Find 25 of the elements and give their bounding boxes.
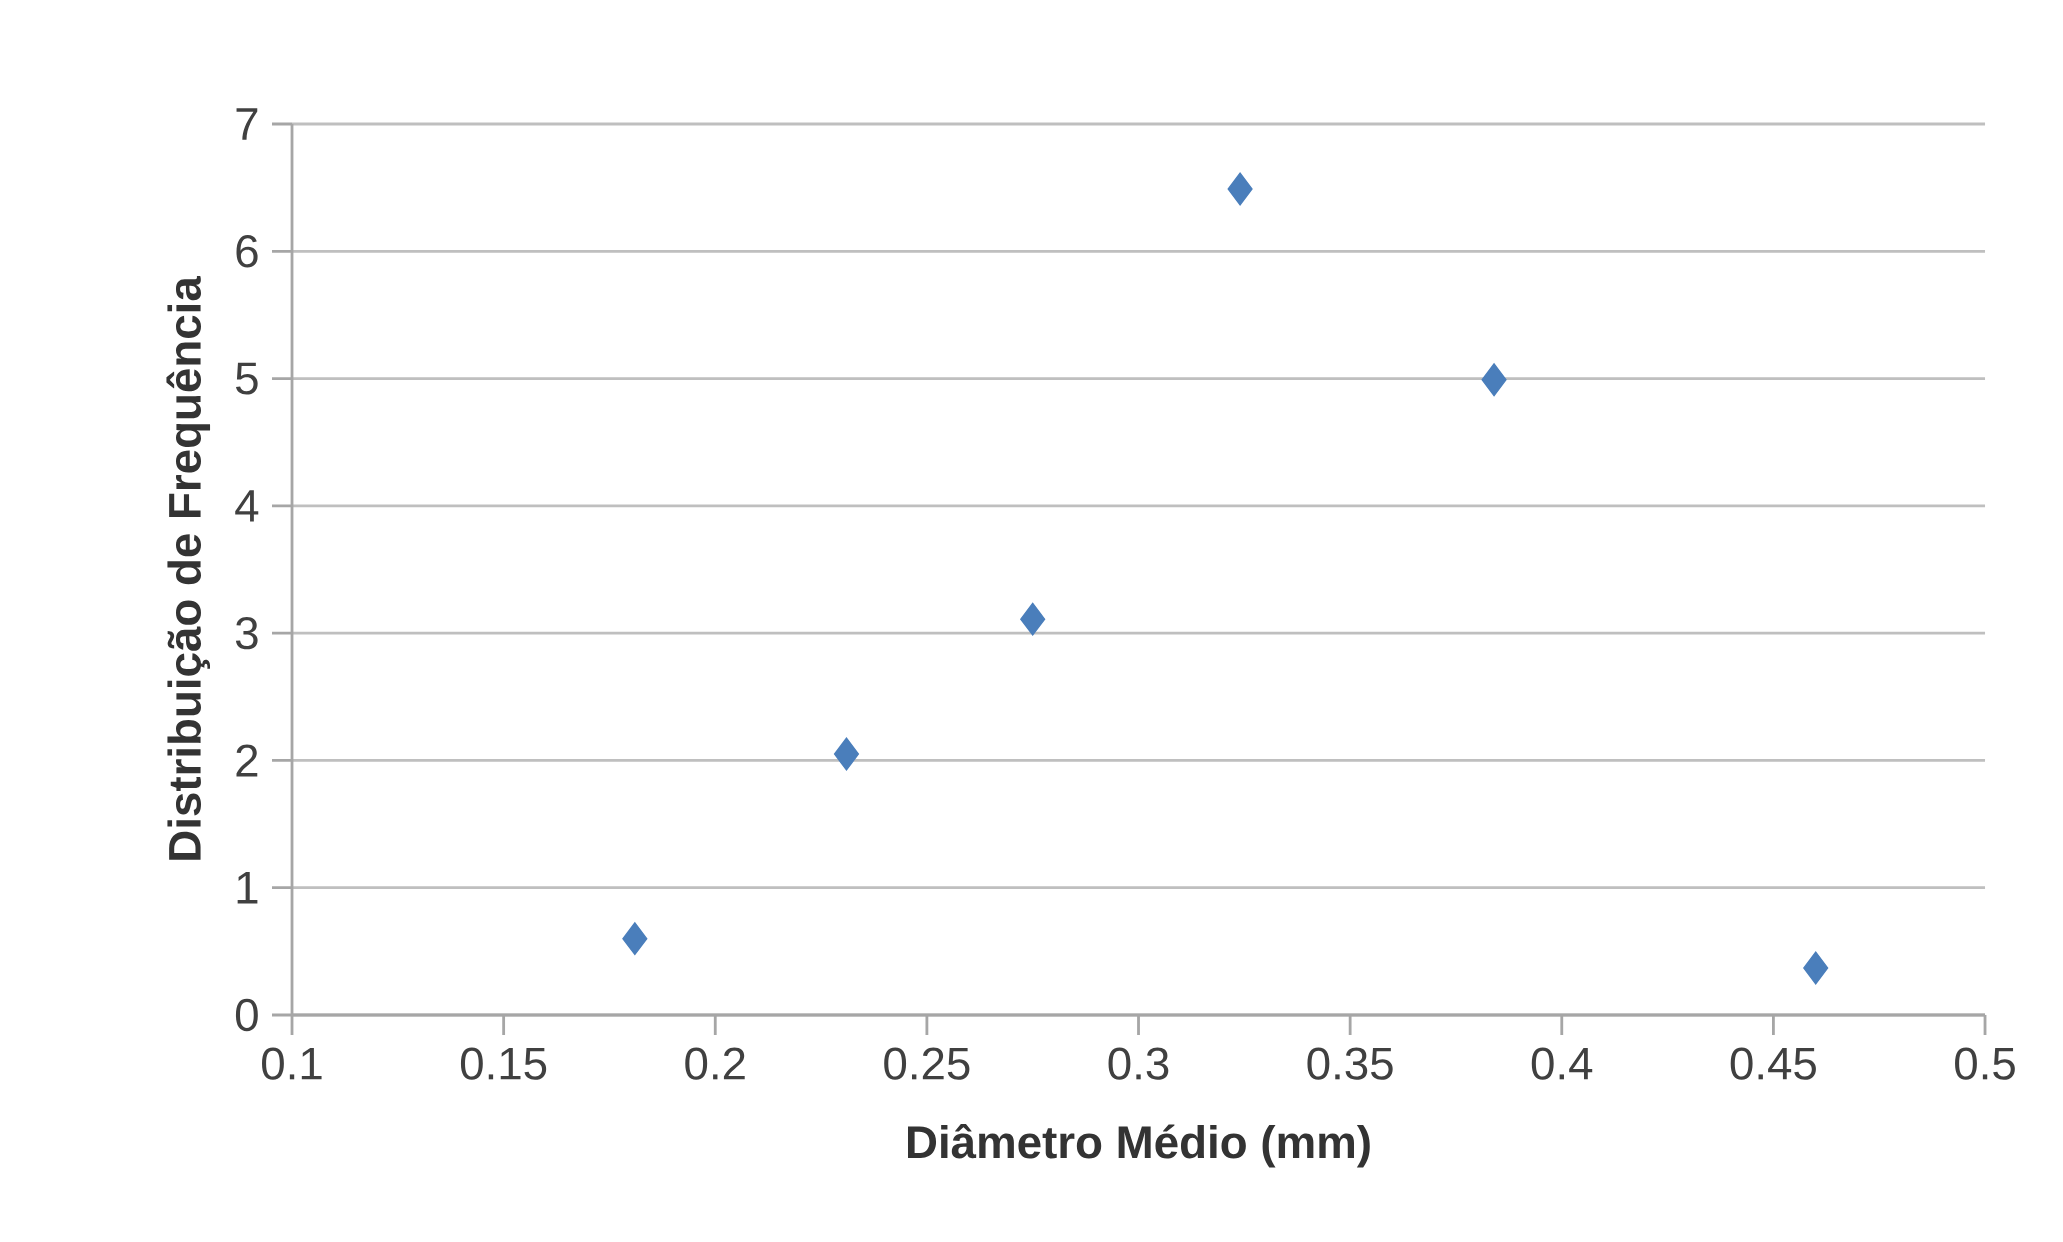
y-tick-label: 4 — [235, 490, 259, 522]
x-tick-label: 0.1 — [262, 1047, 322, 1080]
x-tick-label: 0.45 — [1730, 1047, 1816, 1080]
x-axis-title: Diâmetro Médio (mm) — [908, 1123, 1370, 1168]
x-tick-label: 0.2 — [685, 1047, 745, 1080]
point — [622, 922, 648, 956]
y-tick-label: 0 — [235, 998, 258, 1032]
x-tick-label: 0.35 — [1307, 1047, 1393, 1080]
y-tick-label: 1 — [237, 872, 258, 904]
point — [1020, 602, 1046, 636]
x-tick-label: 0.15 — [460, 1047, 547, 1080]
x-tick-label: 0.4 — [1531, 1047, 1593, 1080]
point — [1481, 363, 1507, 397]
point — [1803, 951, 1829, 985]
y-tick-label: 2 — [236, 744, 258, 777]
point — [1227, 172, 1253, 206]
y-axis-title: Distribuição de Frequência — [166, 275, 211, 860]
y-tick-label: 7 — [236, 108, 258, 140]
y-tick-label: 3 — [235, 616, 258, 650]
y-tick-label: 6 — [236, 235, 258, 268]
x-tick-label: 0.25 — [884, 1047, 970, 1080]
x-tick-label: 0.3 — [1108, 1047, 1169, 1080]
point — [833, 737, 860, 771]
y-tick-label: 5 — [236, 362, 258, 395]
x-tick-label: 0.5 — [1955, 1047, 2015, 1080]
